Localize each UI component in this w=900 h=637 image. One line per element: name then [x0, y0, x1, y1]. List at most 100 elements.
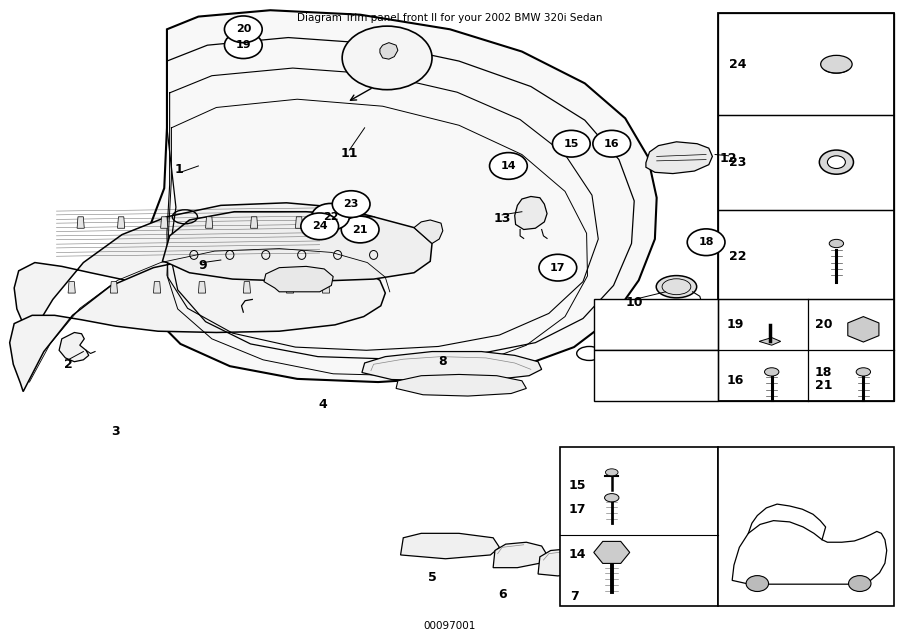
Text: 5: 5 [428, 571, 436, 584]
Ellipse shape [656, 276, 697, 298]
Polygon shape [77, 217, 85, 228]
Ellipse shape [746, 576, 769, 592]
Polygon shape [759, 338, 780, 345]
Text: 3: 3 [112, 425, 120, 438]
Polygon shape [733, 520, 886, 584]
Circle shape [332, 190, 370, 217]
Text: 1: 1 [175, 162, 183, 176]
Circle shape [224, 16, 262, 43]
Circle shape [593, 131, 631, 157]
Text: 20: 20 [236, 24, 251, 34]
Polygon shape [322, 282, 329, 293]
Bar [594, 350, 718, 401]
Ellipse shape [606, 469, 618, 476]
Text: 10: 10 [626, 296, 643, 309]
Ellipse shape [819, 150, 853, 174]
Polygon shape [160, 217, 167, 228]
Text: 22: 22 [323, 211, 338, 222]
Text: 21: 21 [814, 379, 832, 392]
Polygon shape [10, 253, 385, 392]
Circle shape [539, 254, 577, 281]
Text: 00097001: 00097001 [424, 621, 476, 631]
Circle shape [311, 203, 349, 230]
Polygon shape [250, 217, 257, 228]
Circle shape [553, 131, 590, 157]
Polygon shape [264, 266, 333, 292]
Circle shape [301, 213, 338, 240]
Polygon shape [162, 211, 432, 282]
Polygon shape [362, 352, 542, 381]
Text: 2: 2 [64, 358, 73, 371]
Text: 22: 22 [729, 250, 746, 262]
Text: 8: 8 [438, 355, 447, 368]
Text: 17: 17 [569, 503, 586, 516]
Text: 21: 21 [353, 224, 368, 234]
Polygon shape [14, 203, 400, 341]
Polygon shape [380, 43, 398, 59]
Bar [718, 13, 894, 115]
Text: 12: 12 [720, 152, 737, 165]
Polygon shape [493, 542, 547, 568]
Bar [718, 299, 894, 401]
Polygon shape [331, 217, 338, 228]
Bar [718, 13, 894, 401]
Polygon shape [243, 282, 250, 293]
Polygon shape [154, 282, 160, 293]
Text: 18: 18 [698, 237, 714, 247]
Text: 15: 15 [569, 478, 586, 492]
Text: 18: 18 [814, 366, 832, 379]
Polygon shape [396, 375, 526, 396]
Bar [718, 210, 894, 299]
Polygon shape [111, 282, 118, 293]
Polygon shape [538, 548, 590, 576]
Text: 15: 15 [563, 139, 579, 148]
Text: 13: 13 [493, 211, 511, 225]
Ellipse shape [849, 576, 871, 592]
Ellipse shape [827, 156, 845, 169]
Polygon shape [198, 282, 205, 293]
Text: 7: 7 [570, 590, 579, 603]
Text: 17: 17 [550, 262, 565, 273]
Text: 16: 16 [727, 374, 744, 387]
Text: 14: 14 [500, 161, 517, 171]
Text: 11: 11 [340, 147, 358, 160]
Text: 4: 4 [318, 398, 327, 411]
Text: 9: 9 [199, 259, 207, 272]
Circle shape [490, 153, 527, 179]
Ellipse shape [821, 55, 852, 73]
Bar [594, 299, 718, 350]
Text: 24: 24 [312, 221, 328, 231]
Bar [718, 115, 894, 210]
Text: 6: 6 [498, 589, 507, 601]
Text: 19: 19 [236, 40, 251, 50]
Text: 23: 23 [344, 199, 359, 209]
Polygon shape [286, 282, 293, 293]
Text: 20: 20 [814, 318, 832, 331]
Polygon shape [205, 217, 212, 228]
Text: Diagram Trim panel front II for your 2002 BMW 320i Sedan: Diagram Trim panel front II for your 200… [297, 13, 603, 24]
Ellipse shape [856, 368, 870, 376]
Ellipse shape [764, 368, 778, 376]
Polygon shape [414, 220, 443, 243]
Polygon shape [646, 142, 713, 173]
Polygon shape [118, 217, 125, 228]
Polygon shape [515, 196, 547, 229]
Text: 19: 19 [727, 318, 744, 331]
Polygon shape [140, 10, 657, 382]
Circle shape [224, 32, 262, 59]
Text: 14: 14 [569, 548, 586, 561]
Text: 24: 24 [729, 58, 746, 71]
Text: 23: 23 [729, 156, 746, 169]
Circle shape [688, 229, 725, 255]
Polygon shape [59, 333, 89, 362]
Bar [718, 447, 894, 606]
Bar [560, 447, 718, 606]
Text: 16: 16 [604, 139, 619, 148]
Polygon shape [295, 217, 302, 228]
Polygon shape [68, 282, 76, 293]
Ellipse shape [605, 494, 619, 502]
Circle shape [341, 216, 379, 243]
Circle shape [342, 26, 432, 90]
Ellipse shape [829, 240, 843, 248]
Polygon shape [400, 533, 500, 559]
